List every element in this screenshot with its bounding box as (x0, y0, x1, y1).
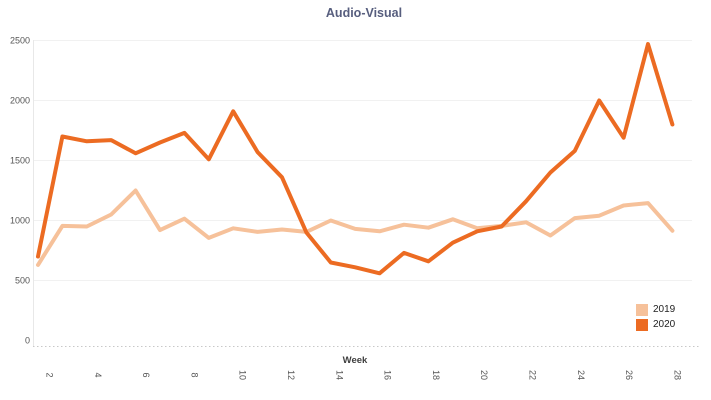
legend-swatch-2019 (636, 303, 648, 316)
x-tick-label: 24 (576, 370, 586, 380)
series-line-2020 (36, 42, 675, 276)
y-tick-label: 1000 (10, 216, 30, 226)
legend: 2019 2020 (636, 303, 675, 331)
y-tick-label: 1500 (10, 156, 30, 166)
x-tick-label: 20 (479, 370, 489, 380)
y-tick-label: 500 (15, 276, 30, 286)
legend-label-2019: 2019 (653, 304, 676, 315)
x-tick-label: 22 (528, 370, 538, 380)
x-tick-label: 12 (286, 370, 296, 380)
series-line-2019 (36, 188, 675, 267)
x-tick-label: 10 (238, 370, 248, 380)
chart-title: Audio-Visual (326, 6, 402, 20)
x-tick-labels: 2 4 6 8 10 12 14 16 18 20 22 24 26 28 (45, 370, 683, 380)
x-tick-label: 16 (383, 370, 393, 380)
y-tick-label: 0 (25, 336, 30, 346)
legend-swatch-2020 (636, 318, 648, 331)
x-tick-label: 6 (141, 372, 151, 377)
legend-item-2020[interactable]: 2020 (636, 318, 675, 331)
x-tick-label: 14 (334, 370, 344, 380)
legend-label-2020: 2020 (653, 319, 676, 330)
y-tick-labels: 0 500 1000 1500 2000 2500 (10, 36, 30, 346)
x-tick-label: 26 (624, 370, 634, 380)
x-tick-label: 8 (189, 372, 199, 377)
legend-item-2019[interactable]: 2019 (636, 303, 675, 316)
y-tick-label: 2500 (10, 36, 30, 46)
x-tick-label: 18 (431, 370, 441, 380)
x-tick-label: 2 (45, 372, 55, 377)
x-axis-title: Week (343, 355, 368, 366)
gridlines (33, 40, 692, 281)
x-tick-label: 4 (93, 372, 103, 377)
y-tick-label: 2000 (10, 96, 30, 106)
series-lines (36, 42, 675, 276)
x-tick-label: 28 (672, 370, 682, 380)
